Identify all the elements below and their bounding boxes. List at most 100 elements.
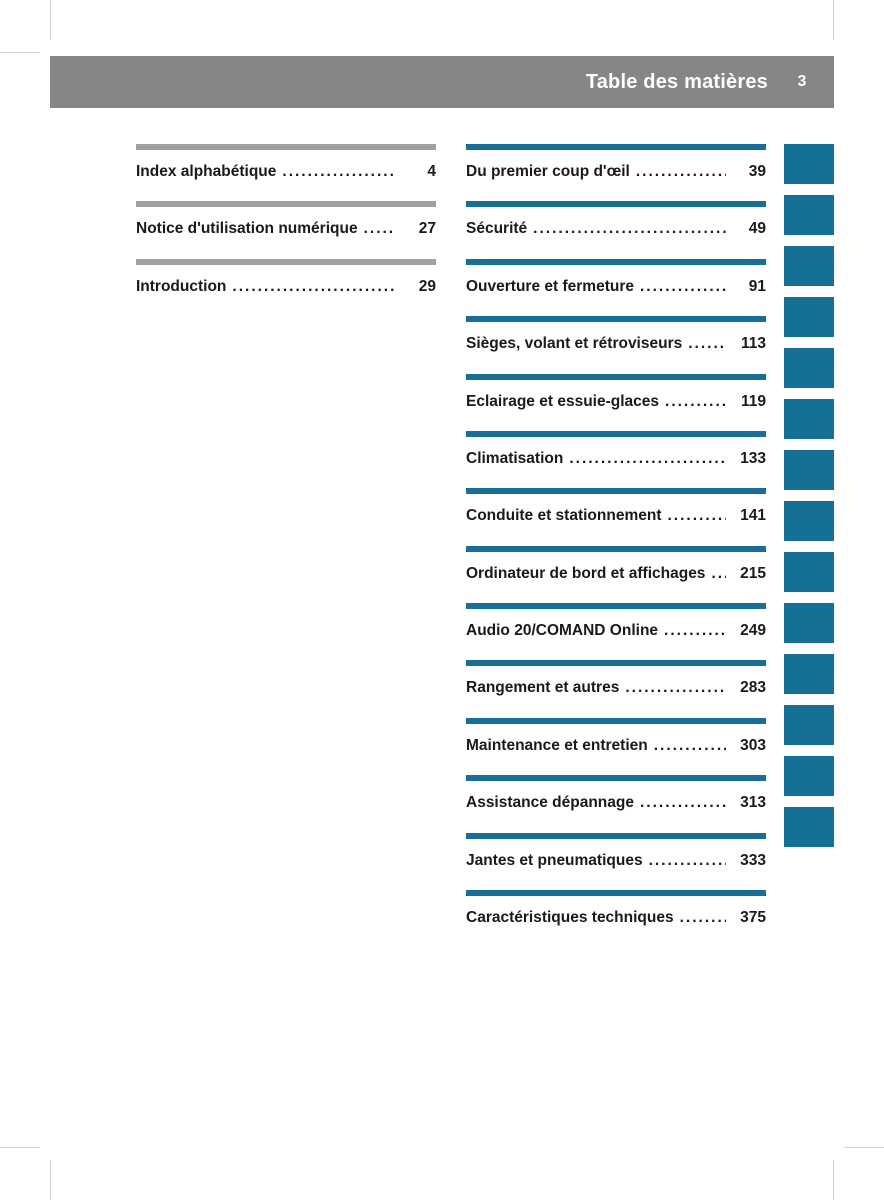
thumb-index-tab[interactable] xyxy=(784,705,834,745)
toc-entry-leader: ........................................… xyxy=(649,851,726,870)
thumb-index-tab[interactable] xyxy=(784,195,834,235)
toc-entry[interactable]: Ouverture et fermeture..................… xyxy=(466,277,766,296)
toc-entry-page: 119 xyxy=(732,392,766,411)
gray-rule xyxy=(136,201,436,207)
gray-rule xyxy=(136,259,436,265)
toc-column-right: Du premier coup d'œil...................… xyxy=(466,144,766,947)
header-bar: Table des matières 3 xyxy=(50,56,834,108)
thumb-index-tab[interactable] xyxy=(784,603,834,643)
teal-rule xyxy=(466,259,766,265)
thumb-index-tabs xyxy=(784,144,834,847)
crop-mark xyxy=(844,1147,884,1148)
teal-rule xyxy=(466,431,766,437)
toc-section: Maintenance et entretien................… xyxy=(466,718,766,755)
toc-entry-page: 4 xyxy=(402,162,436,181)
teal-rule xyxy=(466,660,766,666)
teal-rule xyxy=(466,603,766,609)
toc-entry-page: 91 xyxy=(732,277,766,296)
thumb-index-tab[interactable] xyxy=(784,654,834,694)
toc-entry-label: Sécurité xyxy=(466,219,527,238)
toc-entry-page: 215 xyxy=(732,564,766,583)
thumb-index-tab[interactable] xyxy=(784,246,834,286)
toc-entry-label: Sièges, volant et rétroviseurs xyxy=(466,334,682,353)
toc-entry[interactable]: Rangement et autres.....................… xyxy=(466,678,766,697)
toc-entry[interactable]: Jantes et pneumatiques..................… xyxy=(466,851,766,870)
thumb-index-tab[interactable] xyxy=(784,756,834,796)
teal-rule xyxy=(466,718,766,724)
thumb-index-tab[interactable] xyxy=(784,297,834,337)
teal-rule xyxy=(466,144,766,150)
toc-section: Conduite et stationnement...............… xyxy=(466,488,766,525)
toc-entry[interactable]: Sécurité................................… xyxy=(466,219,766,238)
toc-entry-leader: ........................................… xyxy=(533,219,726,238)
thumb-index-tab[interactable] xyxy=(784,807,834,847)
teal-rule xyxy=(466,316,766,322)
toc-entry[interactable]: Assistance dépannage....................… xyxy=(466,793,766,812)
toc-entry-leader: ........................................… xyxy=(364,219,396,238)
toc-entry-page: 249 xyxy=(732,621,766,640)
toc-section: Notice d'utilisation numérique..........… xyxy=(136,201,436,238)
thumb-index-tab[interactable] xyxy=(784,501,834,541)
toc-entry-label: Conduite et stationnement xyxy=(466,506,661,525)
toc-entry-leader: ........................................… xyxy=(654,736,726,755)
thumb-index-tab[interactable] xyxy=(784,348,834,388)
teal-rule xyxy=(466,546,766,552)
toc-entry[interactable]: Introduction............................… xyxy=(136,277,436,296)
page-number: 3 xyxy=(784,73,820,91)
gray-rule xyxy=(136,144,436,150)
toc-entry[interactable]: Conduite et stationnement...............… xyxy=(466,506,766,525)
toc-entry-label: Notice d'utilisation numérique xyxy=(136,219,358,238)
toc-entry-leader: ........................................… xyxy=(569,449,726,468)
toc-section: Eclairage et essuie-glaces..............… xyxy=(466,374,766,411)
teal-rule xyxy=(466,488,766,494)
toc-section: Sécurité................................… xyxy=(466,201,766,238)
toc-entry-page: 27 xyxy=(402,219,436,238)
toc-entry-label: Assistance dépannage xyxy=(466,793,634,812)
toc-section: Climatisation...........................… xyxy=(466,431,766,468)
thumb-index-tab[interactable] xyxy=(784,399,834,439)
toc-entry-leader: ........................................… xyxy=(636,162,726,181)
thumb-index-tab[interactable] xyxy=(784,144,834,184)
toc-entry-leader: ........................................… xyxy=(640,793,726,812)
toc-column-left: Index alphabétique......................… xyxy=(136,144,436,947)
toc-entry-label: Index alphabétique xyxy=(136,162,276,181)
crop-mark xyxy=(50,0,51,40)
toc-entry-label: Caractéristiques techniques xyxy=(466,908,674,927)
toc-entry[interactable]: Notice d'utilisation numérique..........… xyxy=(136,219,436,238)
toc-entry[interactable]: Maintenance et entretien................… xyxy=(466,736,766,755)
crop-mark xyxy=(0,52,40,53)
teal-rule xyxy=(466,201,766,207)
toc-entry-page: 39 xyxy=(732,162,766,181)
toc-entry-page: 49 xyxy=(732,219,766,238)
page-canvas: Table des matières 3 Index alphabétique.… xyxy=(0,0,884,1200)
teal-rule xyxy=(466,890,766,896)
toc-section: Audio 20/COMAND Online..................… xyxy=(466,603,766,640)
toc-entry[interactable]: Ordinateur de bord et affichages........… xyxy=(466,564,766,583)
crop-mark xyxy=(50,1160,51,1200)
crop-mark xyxy=(833,1160,834,1200)
toc-entry-leader: ........................................… xyxy=(680,908,726,927)
thumb-index-tab[interactable] xyxy=(784,450,834,490)
toc-entry-label: Ordinateur de bord et affichages xyxy=(466,564,705,583)
toc-entry-label: Jantes et pneumatiques xyxy=(466,851,643,870)
toc-section: Rangement et autres.....................… xyxy=(466,660,766,697)
teal-rule xyxy=(466,775,766,781)
toc-entry-leader: ........................................… xyxy=(711,564,726,583)
thumb-index-tab[interactable] xyxy=(784,552,834,592)
toc-section: Introduction............................… xyxy=(136,259,436,296)
toc-entry-page: 313 xyxy=(732,793,766,812)
toc-entry[interactable]: Caractéristiques techniques.............… xyxy=(466,908,766,927)
toc-entry-leader: ........................................… xyxy=(667,506,726,525)
toc-section: Assistance dépannage....................… xyxy=(466,775,766,812)
toc-entry-page: 375 xyxy=(732,908,766,927)
toc-entry[interactable]: Du premier coup d'œil...................… xyxy=(466,162,766,181)
toc-entry-leader: ........................................… xyxy=(282,162,396,181)
toc-section: Ordinateur de bord et affichages........… xyxy=(466,546,766,583)
toc-entry[interactable]: Index alphabétique......................… xyxy=(136,162,436,181)
toc-entry[interactable]: Eclairage et essuie-glaces..............… xyxy=(466,392,766,411)
crop-mark xyxy=(0,1147,40,1148)
toc-entry[interactable]: Climatisation...........................… xyxy=(466,449,766,468)
toc-entry[interactable]: Audio 20/COMAND Online..................… xyxy=(466,621,766,640)
toc-entry-page: 133 xyxy=(732,449,766,468)
toc-entry[interactable]: Sièges, volant et rétroviseurs..........… xyxy=(466,334,766,353)
